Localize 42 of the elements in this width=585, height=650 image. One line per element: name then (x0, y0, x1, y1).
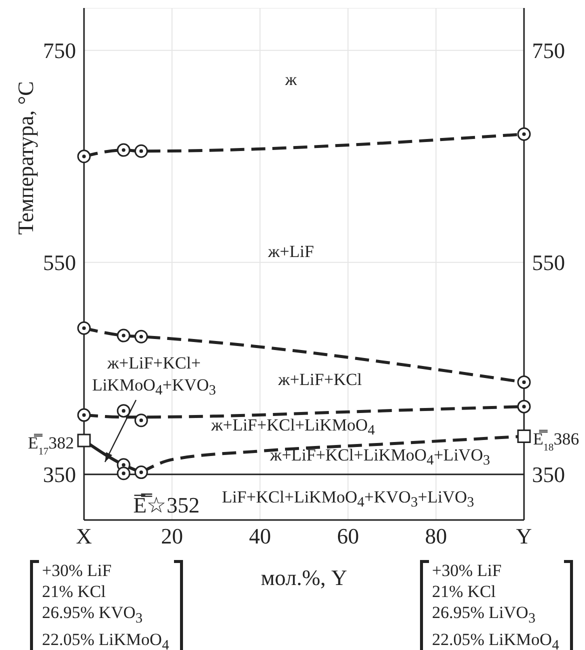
text: +30% LiF 21% KCl 26.95% KVO$_{3}$ 22.05% LiKMoO$_{4}$ (42, 560, 170, 650)
annotation: ж (285, 69, 297, 91)
x-tick-label: 80 (425, 524, 447, 549)
point (116, 328, 130, 342)
annotation: E̿$_{17}$382 (28, 433, 74, 457)
point (517, 400, 531, 414)
y2-tick-label: 350 (532, 462, 565, 488)
point (517, 430, 531, 444)
point (116, 466, 130, 480)
y-axis-title: Температура, °C (13, 81, 39, 235)
point (134, 330, 148, 344)
point (116, 143, 130, 157)
annotation: ж+LiF+KCl+LiKMoO$_{4}$ (211, 414, 375, 441)
y2-tick-label: 750 (532, 38, 565, 64)
x-tick-label: 20 (161, 524, 183, 549)
annotation: ж+LiF+KCl (278, 369, 362, 391)
text: +30% LiF 21% KCl 26.95% LiVO$_{3}$ 22.05% LiKMoO$_{4}$ (432, 560, 560, 650)
point (77, 408, 91, 422)
annotation: ж+LiF (268, 241, 314, 263)
annotation: E̿$_{18}$386 (533, 429, 580, 453)
y-tick-label: 550 (43, 250, 76, 276)
x-tick-label: 60 (337, 524, 359, 549)
point (77, 321, 91, 335)
point (134, 466, 148, 480)
y-tick-label: 750 (43, 38, 76, 64)
point (116, 404, 130, 418)
point (77, 434, 91, 448)
x-tick-label: X (76, 524, 92, 549)
point (77, 150, 91, 164)
point (134, 144, 148, 158)
x-axis-title: мол.%, Y (260, 565, 348, 591)
point (517, 375, 531, 389)
point (517, 127, 531, 141)
annotation: ж+LiF+KCl+ LiKMoO$_{4}$+KVO$_{3}$ (92, 352, 216, 401)
x-tick-label: 40 (249, 524, 271, 549)
y2-tick-label: 550 (532, 250, 565, 276)
annotation: ж+LiF+KCl+LiKMoO$_{4}$+LiVO$_{3}$ (270, 444, 490, 471)
annotation: LiF+KCl+LiKMoO$_{4}$+KVO$_{3}$+LiVO$_{3}$ (222, 486, 474, 513)
annotation: E̿̅☆352 (133, 492, 200, 518)
y-tick-label: 350 (43, 462, 76, 488)
point (134, 414, 148, 428)
x-tick-label: Y (516, 524, 532, 549)
